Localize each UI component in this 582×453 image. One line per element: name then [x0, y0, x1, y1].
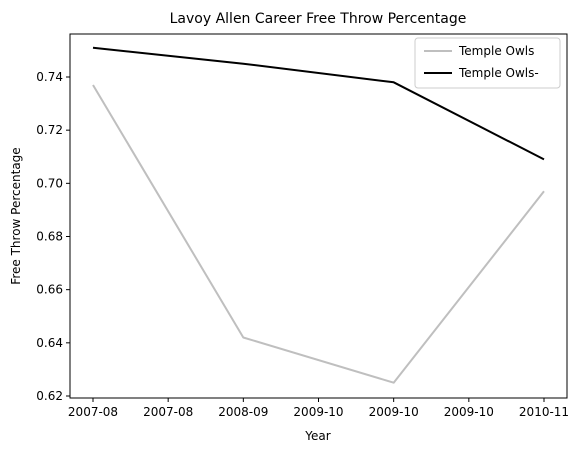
legend: Temple Owls Temple Owls- — [414, 37, 561, 89]
x-tick-label: 2009-10 — [293, 405, 343, 419]
series-line-1 — [92, 46, 545, 161]
x-tick-label: 2007-08 — [143, 405, 193, 419]
y-tick-label: 0.74 — [36, 70, 63, 84]
x-tick-label: 2009-10 — [369, 405, 419, 419]
y-tick-label: 0.70 — [36, 176, 63, 190]
plot-frame — [69, 33, 568, 399]
x-tick-label: 2009-10 — [444, 405, 494, 419]
y-tick-label: 0.72 — [36, 123, 63, 137]
legend-label-temple-owls-dash: Temple Owls- — [458, 66, 539, 80]
x-tick-label: 2010-11 — [519, 405, 569, 419]
y-tick-label: 0.68 — [36, 230, 63, 244]
series-line-0 — [92, 84, 545, 384]
x-axis-ticks: 2007-08 2007-08 2008-09 2009-10 2009-10 2009-… — [68, 398, 569, 419]
y-tick-label: 0.62 — [36, 389, 63, 403]
y-tick-label: 0.64 — [36, 336, 63, 350]
y-axis-label: Free Throw Percentage — [9, 147, 23, 284]
chart-title: Lavoy Allen Career Free Throw Percentage — [170, 11, 467, 27]
x-tick-label: 2007-08 — [68, 405, 118, 419]
plot-lines — [92, 46, 545, 384]
x-axis-label: Year — [304, 429, 330, 443]
x-tick-label: 2008-09 — [218, 405, 268, 419]
y-axis-ticks: 0.62 0.64 0.66 0.68 0.70 0.72 0.74 — [36, 70, 70, 403]
y-tick-label: 0.66 — [36, 283, 63, 297]
legend-label-temple-owls: Temple Owls — [458, 44, 534, 58]
